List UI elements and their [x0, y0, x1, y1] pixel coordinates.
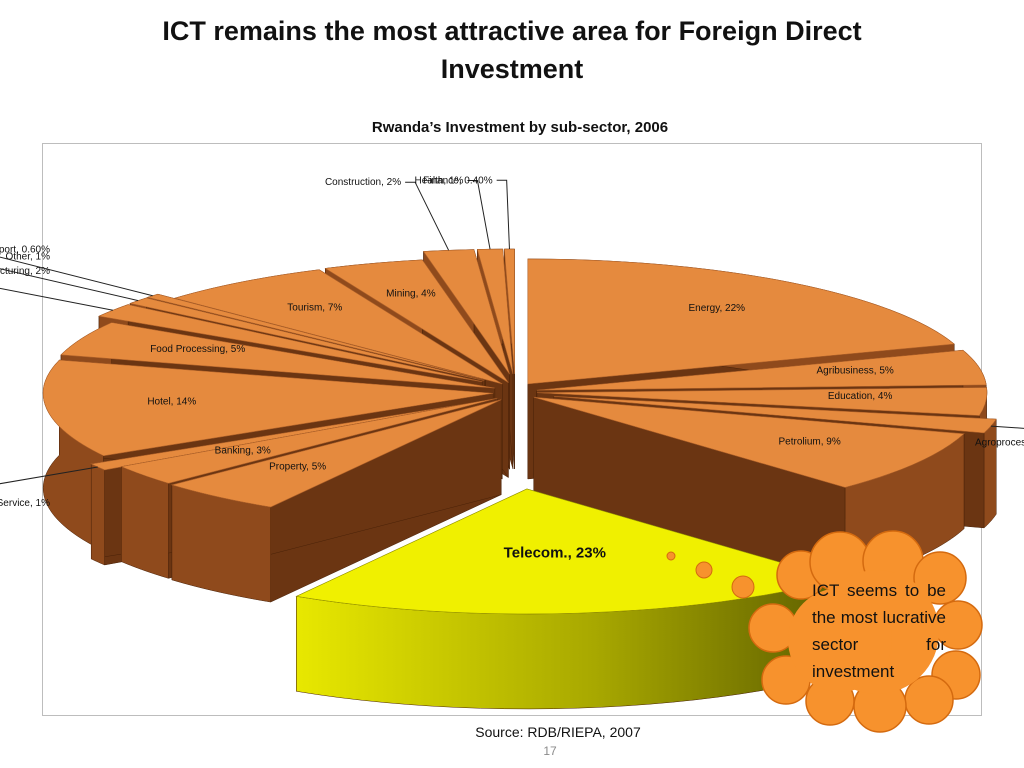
callout-cloud	[666, 530, 983, 733]
callout-bubble	[666, 551, 676, 561]
slice-label-other: Other, 1%	[6, 252, 51, 263]
slice-label-property: Property, 5%	[269, 462, 326, 473]
slice-label-transport: Transport, 0.60%	[0, 244, 50, 255]
slice-label-finance: Finance, 0.40%	[423, 175, 493, 186]
slice-label-petrolium: Petrolium, 9%	[779, 436, 841, 447]
callout-bubble	[731, 575, 755, 599]
slice-label-hotel: Hotel, 14%	[147, 397, 196, 408]
slice-label-manufacturing: Manufacturing, 2%	[0, 266, 50, 277]
leader-line-other	[0, 268, 139, 302]
slice-label-tourism: Tourism, 7%	[287, 303, 342, 314]
slice-label-food-processing: Food Processing, 5%	[150, 344, 245, 355]
slice-label-health: Health, 1%	[415, 176, 464, 187]
leader-line-transport	[0, 256, 153, 297]
chart-title: Rwanda’s Investment by sub-sector, 2006	[371, 119, 669, 136]
leader-line-health	[467, 180, 491, 250]
slice-label-education: Education, 4%	[828, 391, 893, 402]
leader-line-service	[0, 466, 98, 485]
pie-slice-property	[170, 399, 502, 603]
slice-label-agroprocessing: Agroprocessing, 2%	[975, 437, 1024, 448]
slice-label-agribusiness: Agribusiness, 5%	[817, 366, 894, 377]
page-number: 17	[543, 744, 557, 758]
slice-label-banking: Banking, 3%	[215, 446, 271, 457]
slice-label-energy: Energy, 22%	[689, 303, 746, 314]
slice-label-mining: Mining, 4%	[386, 289, 436, 300]
slice-label-telecom: Telecom., 23%	[504, 544, 606, 561]
leader-line-manufacturing	[0, 287, 114, 311]
leader-line-finance	[496, 179, 510, 250]
slice-label-service: Service, 1%	[0, 498, 50, 509]
leader-line-construction	[405, 181, 450, 251]
source-note: Source: RDB/RIEPA, 2007	[475, 724, 641, 740]
callout-text: ICT seems to be the most lucrative secto…	[812, 581, 946, 681]
slice-label-construction: Construction, 2%	[325, 177, 401, 188]
slide-title: ICT remains the most attractive area for…	[162, 16, 862, 84]
callout-bubble	[695, 561, 713, 579]
